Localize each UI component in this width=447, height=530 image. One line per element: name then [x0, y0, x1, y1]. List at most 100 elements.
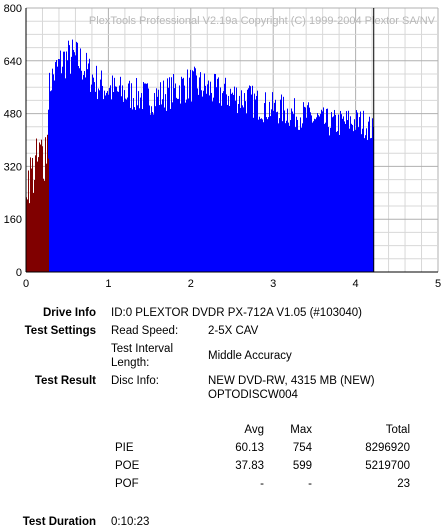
series-bar: [146, 83, 147, 272]
series-bar: [125, 98, 126, 273]
series-bar: [368, 121, 369, 272]
series-bar: [312, 122, 313, 272]
series-bar: [336, 131, 337, 272]
stats-row-poe-max: 599: [292, 460, 312, 472]
series-bar: [321, 109, 322, 273]
series-bar: [139, 108, 140, 272]
series-bar: [222, 93, 223, 273]
series-bar: [205, 85, 206, 273]
series-bar: [267, 119, 268, 272]
series-bar: [66, 51, 67, 272]
series-bar: [306, 117, 307, 273]
series-bar: [145, 83, 146, 273]
series-bar: [104, 90, 105, 273]
series-bar: [285, 123, 286, 272]
series-bar: [171, 77, 172, 272]
series-bar: [279, 118, 280, 272]
series-bar: [114, 77, 115, 272]
series-bar: [102, 85, 103, 272]
series-bar: [61, 73, 62, 272]
series-bar: [342, 118, 343, 272]
series-bar: [288, 122, 289, 272]
series-bar: [175, 83, 176, 272]
series-bar: [60, 50, 61, 272]
stats-row-pof-max: -: [308, 478, 312, 490]
series-bar: [92, 74, 93, 273]
series-bar: [360, 111, 361, 273]
series-bar: [196, 75, 197, 272]
series-bar: [298, 129, 299, 272]
series-bar: [83, 75, 84, 273]
series-bar: [67, 60, 68, 272]
series-bar: [82, 79, 83, 272]
series-bar: [166, 110, 167, 272]
series-bar: [44, 180, 45, 272]
series-bar: [96, 65, 97, 272]
series-bar: [239, 95, 240, 272]
series-bar: [372, 118, 373, 272]
series-bar: [325, 122, 326, 273]
series-bar: [197, 88, 198, 272]
series-bar: [183, 77, 184, 272]
series-bar: [95, 91, 96, 272]
series-bar: [154, 92, 155, 273]
series-bar: [39, 142, 40, 272]
series-bar: [41, 139, 42, 272]
series-bar: [212, 101, 213, 272]
series-bar: [32, 157, 33, 272]
y-axis-tick-labels: 0 160 320 480 640 800: [4, 3, 22, 279]
series-bar: [29, 203, 30, 272]
series-bar: [211, 92, 212, 273]
series-bar: [244, 93, 245, 273]
series-bar: [291, 108, 292, 272]
series-bar: [214, 73, 215, 272]
series-bar: [218, 77, 219, 272]
series-bar: [333, 116, 334, 272]
series-bar: [69, 45, 70, 272]
stats-header-total: Total: [385, 424, 410, 436]
series-bar: [164, 107, 165, 273]
series-bar: [119, 85, 120, 272]
series-bar: [46, 163, 47, 272]
series-bar: [136, 78, 137, 272]
series-bar: [250, 86, 251, 272]
series-bar: [253, 117, 254, 272]
series-bar: [204, 73, 205, 272]
series-bar: [280, 99, 281, 272]
series-bar: [159, 105, 160, 272]
test-result-label: Test Result: [34, 375, 96, 387]
series-bar: [221, 105, 222, 272]
series-bar: [130, 107, 131, 272]
series-bar: [354, 119, 355, 272]
series-bar: [127, 97, 128, 272]
series-bar: [290, 120, 291, 272]
series-bar: [142, 109, 143, 272]
series-bar: [309, 107, 310, 272]
series-bar: [35, 155, 36, 272]
series-bar: [108, 94, 109, 273]
x-tick-label: 0: [23, 278, 29, 290]
series-poe: [26, 134, 49, 272]
series-bar: [78, 65, 79, 273]
series-bar: [111, 99, 112, 272]
series-bar: [313, 121, 314, 272]
series-bar: [91, 84, 92, 273]
series-bar: [308, 102, 309, 272]
series-bar: [357, 112, 358, 273]
series-bar: [163, 80, 164, 272]
series-bar: [347, 120, 348, 272]
series-bar: [259, 116, 260, 272]
series-bar: [38, 157, 39, 272]
series-bar: [332, 117, 333, 272]
series-bar: [80, 48, 81, 273]
series-bar: [209, 95, 210, 272]
series-bar: [34, 179, 35, 272]
series-bar: [265, 92, 266, 272]
series-bar: [293, 114, 294, 272]
series-bar: [59, 59, 60, 273]
series-bar: [260, 118, 261, 272]
series-bar: [48, 158, 49, 272]
series-bar: [245, 101, 246, 272]
series-bar: [362, 128, 363, 272]
x-tick-label: 4: [353, 278, 359, 290]
